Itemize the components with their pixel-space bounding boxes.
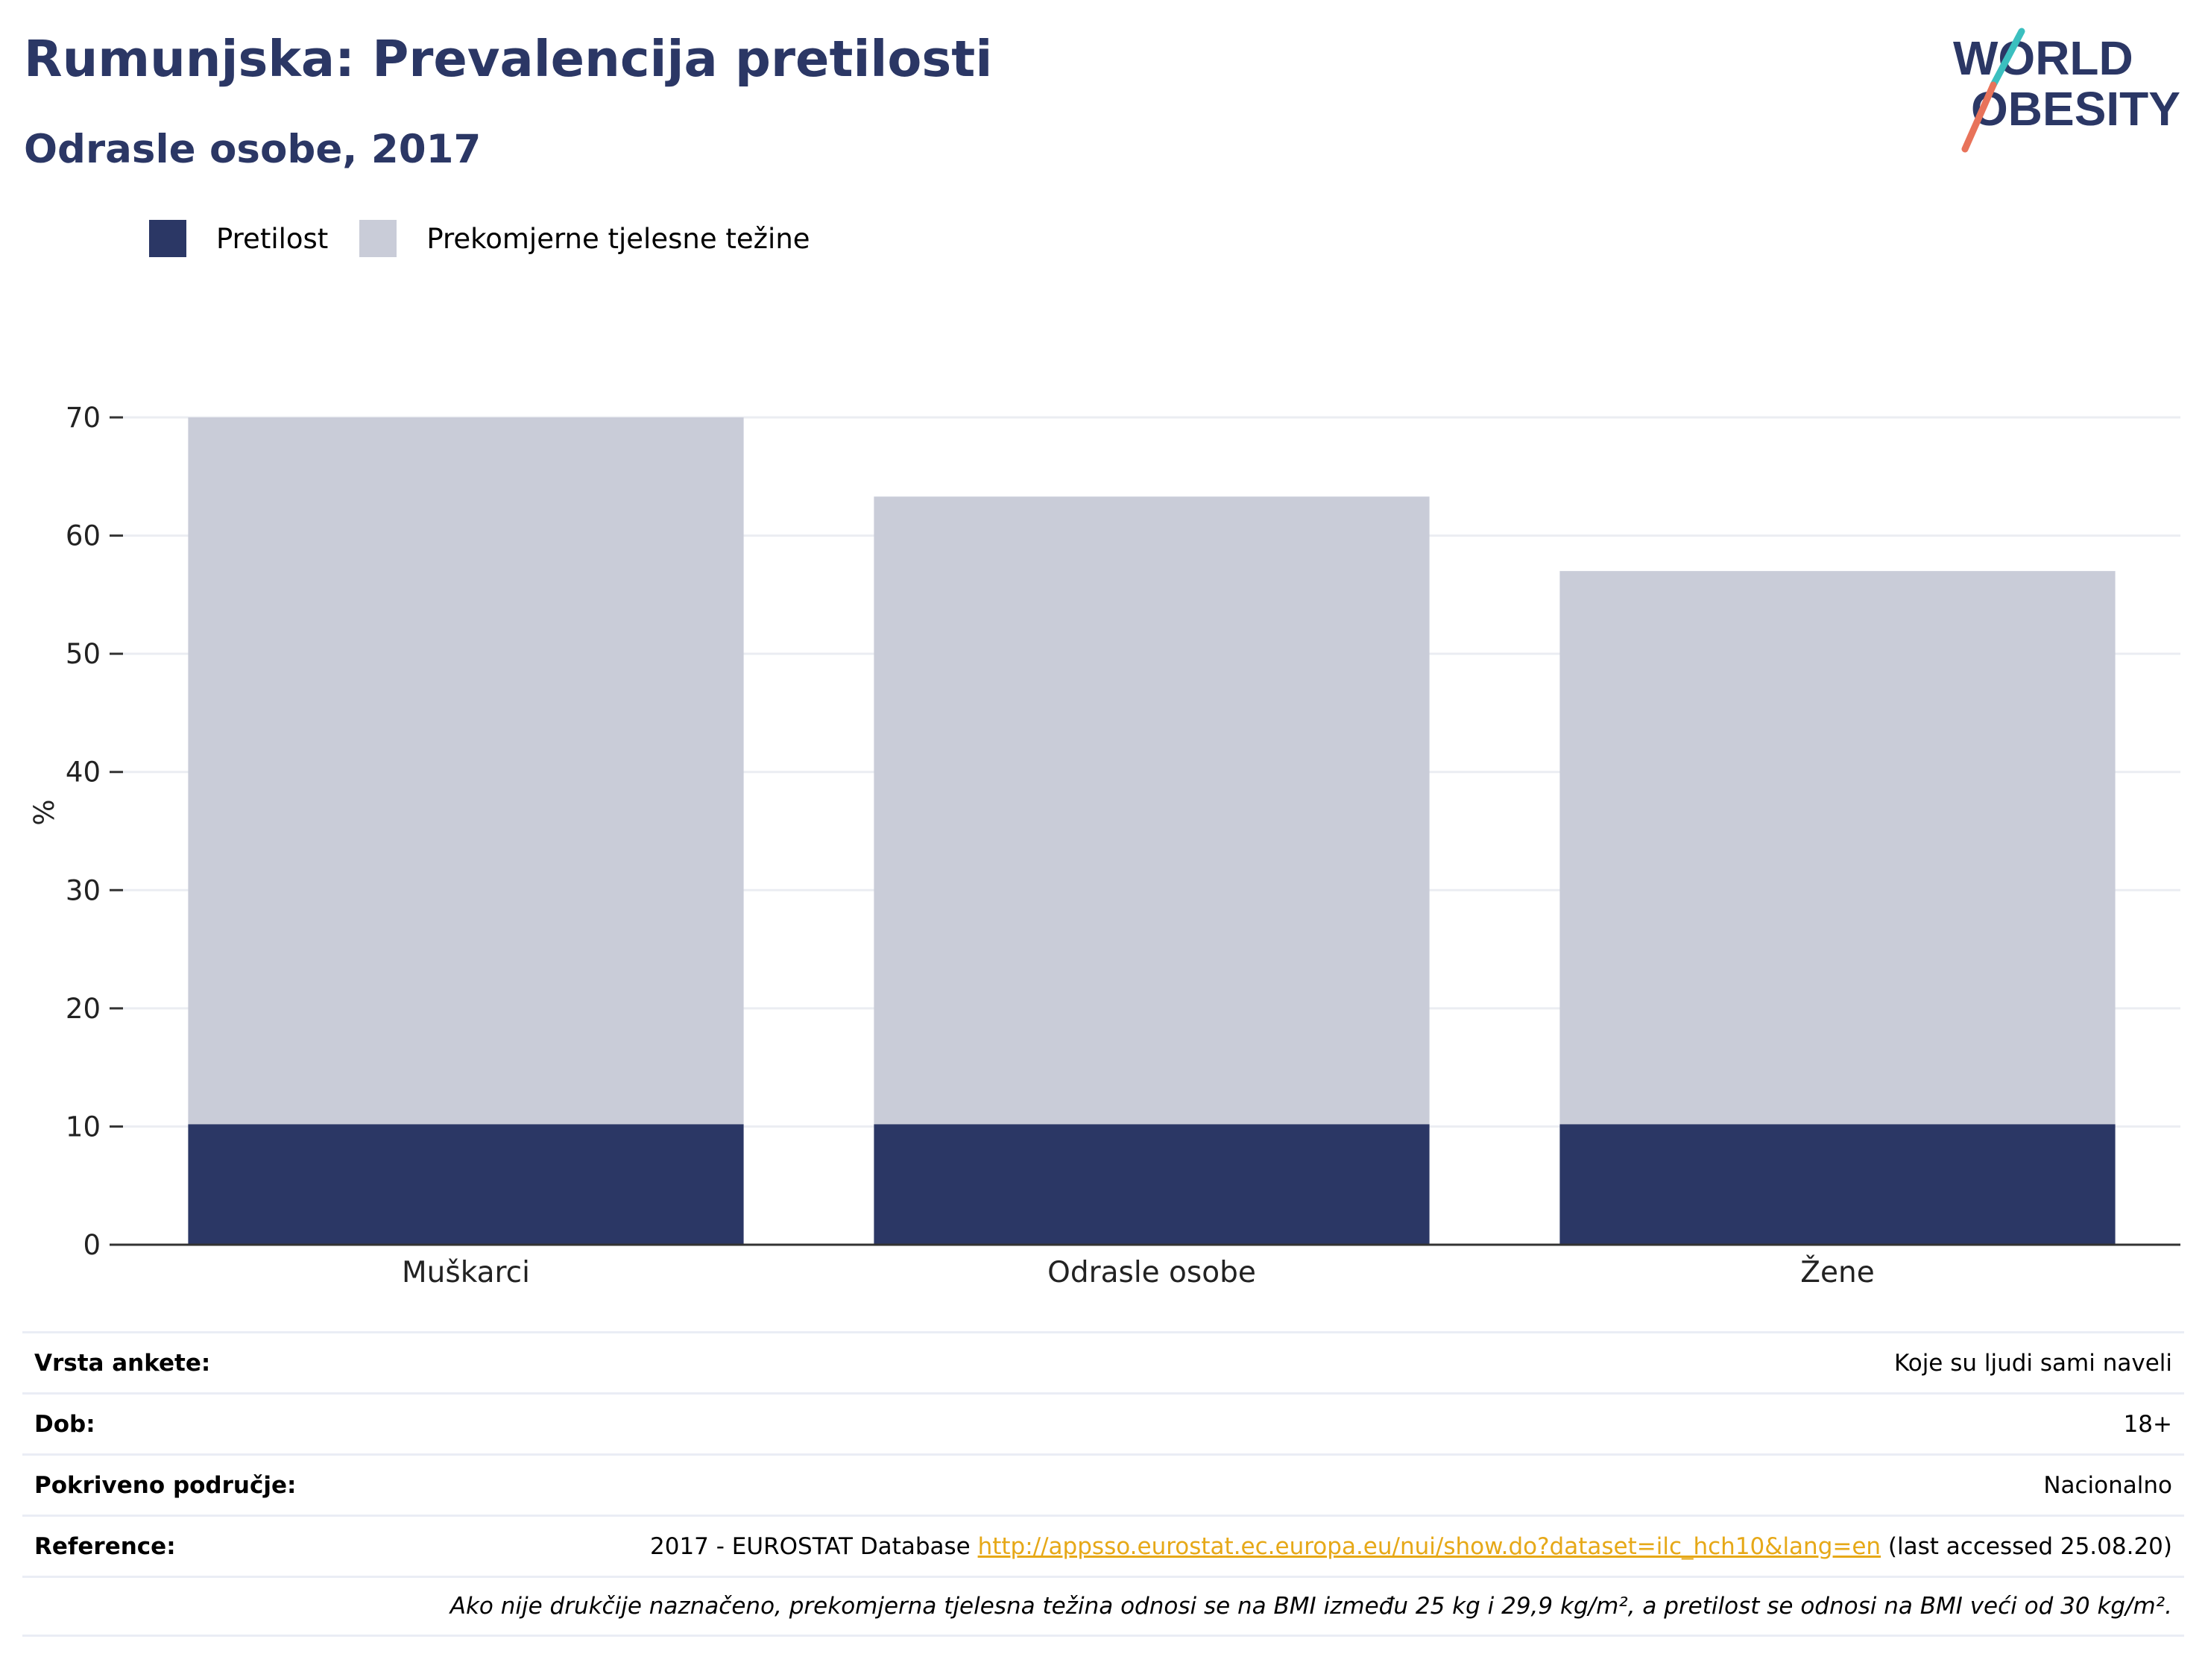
meta-row-note: Ako nije drukčije naznačeno, prekomjerna… bbox=[22, 1576, 2184, 1637]
meta-value-age: 18+ bbox=[2123, 1410, 2172, 1438]
y-tick-label: 50 bbox=[66, 638, 101, 670]
y-axis-label: % bbox=[28, 799, 60, 825]
meta-row-survey: Vrsta ankete: Koje su ljudi sami naveli bbox=[22, 1331, 2184, 1392]
legend-item-overweight[interactable]: Prekomjerne tjelesne težine bbox=[359, 220, 810, 257]
logo-line1: WORLD bbox=[1953, 31, 2133, 85]
meta-row-reference: Reference: 2017 - EUROSTAT Database http… bbox=[22, 1515, 2184, 1576]
y-tick-label: 40 bbox=[66, 757, 101, 789]
meta-row-coverage: Pokriveno područje: Nacionalno bbox=[22, 1453, 2184, 1515]
meta-label-age: Dob: bbox=[34, 1410, 95, 1438]
meta-row-age: Dob: 18+ bbox=[22, 1392, 2184, 1453]
y-tick-label: 20 bbox=[66, 993, 101, 1025]
logo-slash-coral bbox=[1961, 81, 1997, 153]
x-tick-label: Muškarci bbox=[402, 1256, 530, 1289]
logo-slash-teal bbox=[1990, 28, 2025, 89]
meta-value-coverage: Nacionalno bbox=[2043, 1471, 2172, 1499]
logo-line2: OBESITY bbox=[1971, 82, 2180, 136]
bar-obesity bbox=[188, 1124, 744, 1245]
meta-label-reference: Reference: bbox=[34, 1532, 176, 1560]
y-tick-label: 70 bbox=[66, 402, 101, 434]
reference-prefix: 2017 - EUROSTAT Database bbox=[650, 1532, 978, 1560]
legend-item-obesity[interactable]: Pretilost bbox=[149, 220, 328, 257]
bar-chart: 0 10 20 30 40 50 60 70% Muškarci Odrasle osobe Žen… bbox=[28, 402, 2180, 1289]
chart-legend: Pretilost Prekomjerne tjelesne težine bbox=[149, 220, 842, 257]
meta-value-survey: Koje su ljudi sami naveli bbox=[1893, 1349, 2172, 1377]
bar-overweight bbox=[1559, 571, 2116, 1125]
meta-value-reference: 2017 - EUROSTAT Database http://appsso.e… bbox=[650, 1533, 2172, 1560]
meta-note: Ako nije drukčije naznačeno, prekomjerna… bbox=[449, 1593, 2172, 1620]
world-obesity-logo: WORLD OBESITY bbox=[1953, 28, 2180, 153]
meta-label-survey: Vrsta ankete: bbox=[34, 1349, 211, 1377]
x-tick-label: Žene bbox=[1800, 1254, 1874, 1289]
meta-label-coverage: Pokriveno područje: bbox=[34, 1471, 297, 1499]
reference-link[interactable]: http://appsso.eurostat.ec.europa.eu/nui/… bbox=[977, 1532, 1881, 1560]
bar-obesity bbox=[1559, 1124, 2116, 1245]
bar-overweight bbox=[874, 496, 1430, 1125]
y-tick-label: 30 bbox=[66, 874, 101, 906]
chart-subtitle: Odrasle osobe, 2017 bbox=[24, 127, 482, 172]
metadata-table: Vrsta ankete: Koje su ljudi sami naveli … bbox=[22, 1331, 2184, 1637]
legend-label-overweight: Prekomjerne tjelesne težine bbox=[426, 222, 810, 255]
y-tick-label: 10 bbox=[66, 1111, 101, 1143]
legend-swatch-overweight bbox=[359, 220, 397, 257]
legend-swatch-obesity bbox=[149, 220, 186, 257]
bar-obesity bbox=[874, 1124, 1430, 1245]
bar-overweight bbox=[188, 417, 744, 1125]
y-tick-label: 60 bbox=[66, 520, 101, 552]
x-tick-label: Odrasle osobe bbox=[1047, 1256, 1256, 1289]
chart-title: Rumunjska: Prevalencija pretilosti bbox=[24, 30, 993, 88]
legend-label-obesity: Pretilost bbox=[216, 222, 329, 255]
y-tick-label: 0 bbox=[83, 1229, 101, 1261]
reference-suffix: (last accessed 25.08.20) bbox=[1881, 1532, 2172, 1560]
